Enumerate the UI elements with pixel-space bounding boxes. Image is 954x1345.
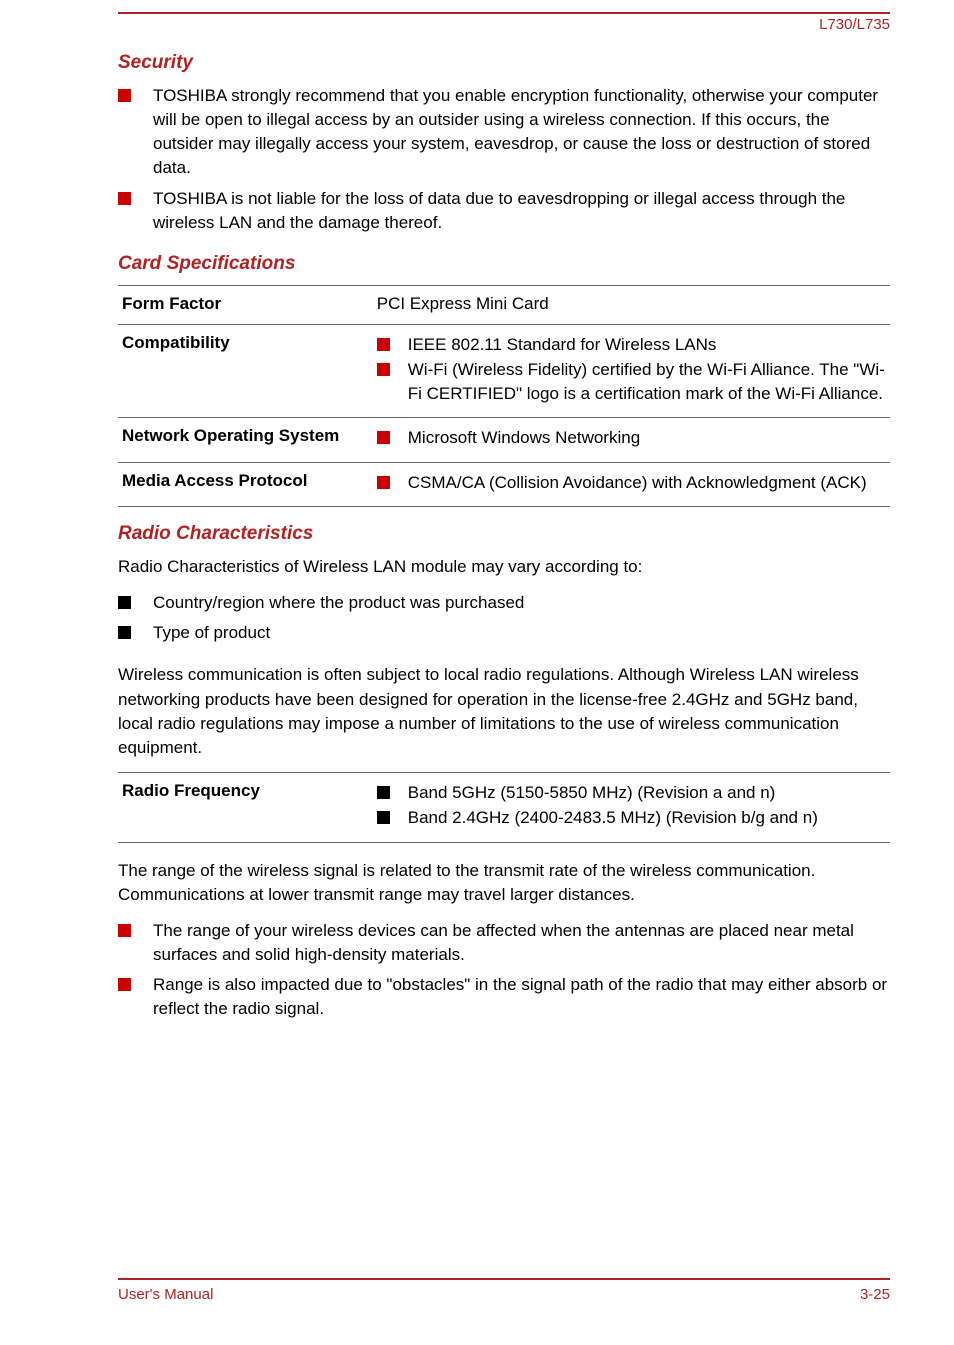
section-title-cardspec: Card Specifications [118, 253, 890, 275]
spec-value: IEEE 802.11 Standard for Wireless LANs W… [373, 324, 890, 417]
footer-left: User's Manual [118, 1286, 213, 1303]
card-spec-table: Form Factor PCI Express Mini Card Compat… [118, 285, 890, 507]
bullet-square-icon [118, 192, 131, 205]
spec-label: Media Access Protocol [118, 462, 373, 506]
bullet-text: TOSHIBA strongly recommend that you enab… [153, 84, 890, 181]
bullet-text: IEEE 802.11 Standard for Wireless LANs [408, 333, 717, 356]
spec-label: Radio Frequency [118, 772, 373, 842]
spec-value: CSMA/CA (Collision Avoidance) with Ackno… [373, 462, 890, 506]
bullet-square-icon [377, 338, 390, 351]
bullet-text: Band 2.4GHz (2400-2483.5 MHz) (Revision … [408, 806, 818, 829]
list-item: Country/region where the product was pur… [118, 591, 890, 615]
bullet-square-icon [118, 626, 131, 639]
radio-para3: The range of the wireless signal is rela… [118, 859, 890, 907]
list-item: Band 5GHz (5150-5850 MHz) (Revision a an… [377, 781, 886, 804]
spec-label: Compatibility [118, 324, 373, 417]
bullet-text: The range of your wireless devices can b… [153, 919, 890, 967]
bullet-square-icon [377, 811, 390, 824]
page-footer: User's Manual 3-25 [118, 1278, 890, 1303]
list-item: Range is also impacted due to "obstacles… [118, 973, 890, 1021]
bullet-text: Wi-Fi (Wireless Fidelity) certified by t… [408, 358, 886, 405]
bullet-text: Type of product [153, 621, 270, 645]
bullet-square-icon [118, 596, 131, 609]
list-item: CSMA/CA (Collision Avoidance) with Ackno… [377, 471, 886, 494]
radio-freq-table: Radio Frequency Band 5GHz (5150-5850 MHz… [118, 772, 890, 843]
bullet-text: Country/region where the product was pur… [153, 591, 524, 615]
list-item: Band 2.4GHz (2400-2483.5 MHz) (Revision … [377, 806, 886, 829]
list-item: The range of your wireless devices can b… [118, 919, 890, 967]
list-item: IEEE 802.11 Standard for Wireless LANs [377, 333, 886, 356]
spec-value: PCI Express Mini Card [373, 285, 890, 324]
bullet-square-icon [377, 431, 390, 444]
list-item: Type of product [118, 621, 890, 645]
spec-value: Microsoft Windows Networking [373, 418, 890, 462]
bullet-square-icon [118, 978, 131, 991]
footer-right: 3-25 [860, 1286, 890, 1303]
bullet-text: Band 5GHz (5150-5850 MHz) (Revision a an… [408, 781, 776, 804]
radio-intro: Radio Characteristics of Wireless LAN mo… [118, 555, 890, 579]
bullet-square-icon [118, 89, 131, 102]
bullet-square-icon [118, 924, 131, 937]
spec-value: Band 5GHz (5150-5850 MHz) (Revision a an… [373, 772, 890, 842]
list-item: TOSHIBA strongly recommend that you enab… [118, 84, 890, 181]
bullet-square-icon [377, 476, 390, 489]
bullet-text: Microsoft Windows Networking [408, 426, 640, 449]
bullet-text: Range is also impacted due to "obstacles… [153, 973, 890, 1021]
header-rule: L730/L735 [118, 0, 890, 14]
radio-para2: Wireless communication is often subject … [118, 663, 890, 760]
radio-bullet-list-1: Country/region where the product was pur… [118, 591, 890, 645]
bullet-square-icon [377, 363, 390, 376]
bullet-text: TOSHIBA is not liable for the loss of da… [153, 187, 890, 235]
bullet-square-icon [377, 786, 390, 799]
radio-bullet-list-2: The range of your wireless devices can b… [118, 919, 890, 1022]
list-item: Microsoft Windows Networking [377, 426, 886, 449]
list-item: TOSHIBA is not liable for the loss of da… [118, 187, 890, 235]
spec-label: Network Operating System [118, 418, 373, 462]
page-body: Security TOSHIBA strongly recommend that… [0, 14, 954, 1022]
section-title-radio: Radio Characteristics [118, 523, 890, 545]
list-item: Wi-Fi (Wireless Fidelity) certified by t… [377, 358, 886, 405]
section-title-security: Security [118, 52, 890, 74]
model-label: L730/L735 [819, 16, 890, 33]
spec-label: Form Factor [118, 285, 373, 324]
bullet-text: CSMA/CA (Collision Avoidance) with Ackno… [408, 471, 867, 494]
security-bullet-list: TOSHIBA strongly recommend that you enab… [118, 84, 890, 235]
